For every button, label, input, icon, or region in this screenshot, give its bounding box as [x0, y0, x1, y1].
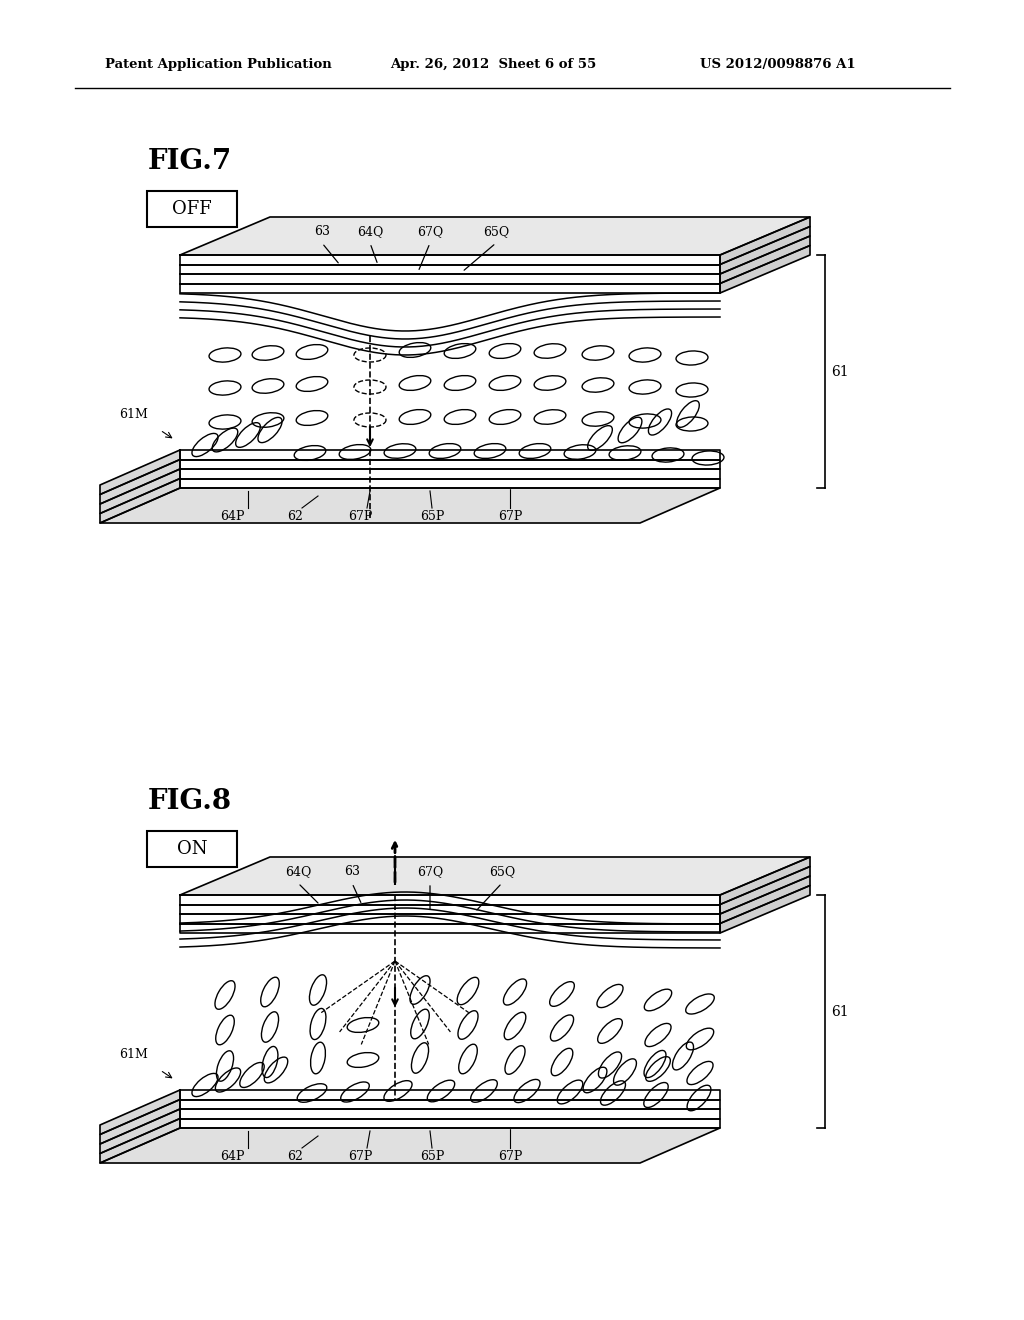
- Polygon shape: [720, 227, 810, 275]
- Polygon shape: [180, 1118, 720, 1129]
- Text: 61M: 61M: [119, 408, 148, 421]
- Text: 64Q: 64Q: [285, 865, 311, 878]
- Polygon shape: [720, 866, 810, 913]
- Polygon shape: [180, 255, 720, 264]
- Polygon shape: [180, 857, 810, 895]
- Text: 63: 63: [314, 224, 330, 238]
- Text: 64P: 64P: [220, 1150, 245, 1163]
- Text: 67P: 67P: [498, 1150, 522, 1163]
- Text: 64Q: 64Q: [356, 224, 383, 238]
- Polygon shape: [100, 1109, 180, 1154]
- Polygon shape: [180, 216, 810, 255]
- Polygon shape: [180, 904, 720, 913]
- Text: OFF: OFF: [172, 201, 212, 218]
- Text: 62: 62: [287, 1150, 303, 1163]
- Text: 67Q: 67Q: [417, 865, 443, 878]
- Text: 62: 62: [287, 510, 303, 523]
- Text: ON: ON: [177, 840, 207, 858]
- Text: 64P: 64P: [220, 510, 245, 523]
- Polygon shape: [180, 1090, 720, 1100]
- Text: 65P: 65P: [420, 1150, 444, 1163]
- Text: 61: 61: [831, 364, 849, 379]
- Polygon shape: [180, 450, 720, 459]
- Polygon shape: [180, 479, 720, 488]
- Text: US 2012/0098876 A1: US 2012/0098876 A1: [700, 58, 856, 71]
- Polygon shape: [100, 1090, 180, 1134]
- Polygon shape: [720, 216, 810, 264]
- Polygon shape: [180, 895, 720, 904]
- Text: 67Q: 67Q: [417, 224, 443, 238]
- Polygon shape: [180, 264, 720, 275]
- Polygon shape: [180, 469, 720, 479]
- Polygon shape: [720, 246, 810, 293]
- Text: Patent Application Publication: Patent Application Publication: [105, 58, 332, 71]
- Polygon shape: [100, 479, 180, 523]
- Polygon shape: [720, 857, 810, 904]
- FancyBboxPatch shape: [147, 832, 237, 867]
- Text: 61: 61: [831, 1005, 849, 1019]
- Text: Apr. 26, 2012  Sheet 6 of 55: Apr. 26, 2012 Sheet 6 of 55: [390, 58, 596, 71]
- Polygon shape: [100, 1129, 720, 1163]
- Polygon shape: [180, 1109, 720, 1118]
- FancyBboxPatch shape: [147, 191, 237, 227]
- Polygon shape: [720, 236, 810, 284]
- Polygon shape: [180, 284, 720, 293]
- Polygon shape: [100, 488, 720, 523]
- Text: 65Q: 65Q: [483, 224, 509, 238]
- Text: 65Q: 65Q: [488, 865, 515, 878]
- Text: 67P: 67P: [348, 1150, 372, 1163]
- Text: FIG.7: FIG.7: [148, 148, 232, 176]
- Polygon shape: [180, 275, 720, 284]
- Polygon shape: [180, 459, 720, 469]
- Polygon shape: [100, 450, 180, 495]
- Polygon shape: [180, 1100, 720, 1109]
- Polygon shape: [100, 1118, 180, 1163]
- Polygon shape: [100, 459, 180, 504]
- Polygon shape: [720, 876, 810, 924]
- Polygon shape: [180, 924, 720, 933]
- Text: 65P: 65P: [420, 510, 444, 523]
- Text: 63: 63: [344, 865, 360, 878]
- Polygon shape: [100, 469, 180, 513]
- Text: 61M: 61M: [119, 1048, 148, 1061]
- Text: 67P: 67P: [498, 510, 522, 523]
- Polygon shape: [180, 913, 720, 924]
- Text: FIG.8: FIG.8: [148, 788, 232, 814]
- Text: 67P: 67P: [348, 510, 372, 523]
- Polygon shape: [100, 1100, 180, 1144]
- Polygon shape: [720, 886, 810, 933]
